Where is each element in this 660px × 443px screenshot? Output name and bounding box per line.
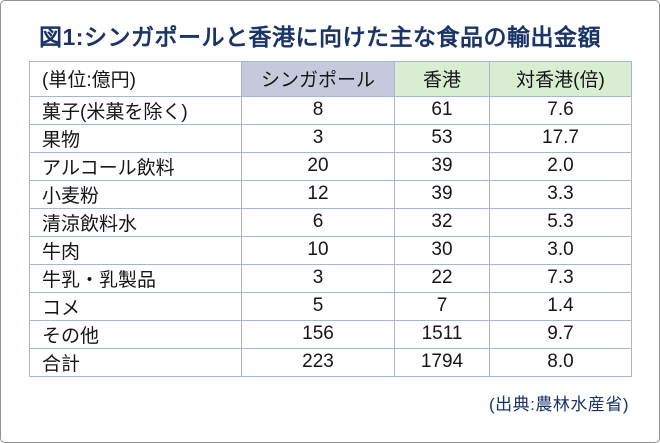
unit-note-header: (単位:億円) [29, 60, 242, 97]
value-ratio: 2.0 [489, 151, 632, 181]
export-value-table: (単位:億円) シンガポール 香港 対香港(倍) 菓子(米菓を除く) 8 61 … [29, 60, 632, 377]
value-singapore: 156 [241, 319, 395, 349]
column-header-hongkong-ratio: 対香港(倍) [489, 60, 632, 97]
row-label: コメ [29, 291, 242, 321]
table-row-confectionery: 菓子(米菓を除く) 8 61 7.6 [29, 95, 632, 125]
row-label: 合計 [29, 347, 242, 377]
table-row-wheat-flour: 小麦粉 12 39 3.3 [29, 179, 632, 209]
value-hongkong: 1511 [394, 319, 490, 349]
value-ratio: 1.4 [489, 291, 632, 321]
value-hongkong: 1794 [394, 347, 490, 377]
table-row-milk-dairy: 牛乳・乳製品 3 22 7.3 [29, 263, 632, 293]
column-header-hongkong: 香港 [394, 60, 490, 97]
row-label: 牛肉 [29, 235, 242, 265]
value-hongkong: 7 [394, 291, 490, 321]
value-ratio: 7.6 [489, 95, 632, 125]
value-ratio: 3.0 [489, 235, 632, 265]
value-ratio: 17.7 [489, 123, 632, 153]
row-label: 清涼飲料水 [29, 207, 242, 237]
table-row-beef: 牛肉 10 30 3.0 [29, 235, 632, 265]
row-label: 菓子(米菓を除く) [29, 95, 242, 125]
value-hongkong: 32 [394, 207, 490, 237]
value-singapore: 3 [241, 123, 395, 153]
table-row-other: その他 156 1511 9.7 [29, 319, 632, 349]
value-hongkong: 53 [394, 123, 490, 153]
row-label: アルコール飲料 [29, 151, 242, 181]
value-ratio: 9.7 [489, 319, 632, 349]
value-ratio: 7.3 [489, 263, 632, 293]
header-row: (単位:億円) シンガポール 香港 対香港(倍) [29, 60, 632, 97]
value-ratio: 8.0 [489, 347, 632, 377]
value-singapore: 12 [241, 179, 395, 209]
value-singapore: 6 [241, 207, 395, 237]
value-singapore: 223 [241, 347, 395, 377]
table-row-rice: コメ 5 7 1.4 [29, 291, 632, 321]
value-hongkong: 22 [394, 263, 490, 293]
value-singapore: 10 [241, 235, 395, 265]
value-hongkong: 39 [394, 151, 490, 181]
value-singapore: 5 [241, 291, 395, 321]
row-label: 小麦粉 [29, 179, 242, 209]
source-note: (出典:農林水産省) [488, 394, 629, 414]
value-singapore: 20 [241, 151, 395, 181]
row-label: 牛乳・乳製品 [29, 263, 242, 293]
value-hongkong: 61 [394, 95, 490, 125]
row-label: その他 [29, 319, 242, 349]
value-ratio: 5.3 [489, 207, 632, 237]
value-hongkong: 39 [394, 179, 490, 209]
value-singapore: 3 [241, 263, 395, 293]
table-row-soft-drinks: 清涼飲料水 6 32 5.3 [29, 207, 632, 237]
column-header-singapore: シンガポール [241, 60, 395, 97]
row-label: 果物 [29, 123, 242, 153]
value-ratio: 3.3 [489, 179, 632, 209]
value-hongkong: 30 [394, 235, 490, 265]
figure-title: 図1:シンガポールと香港に向けた主な食品の輸出金額 [39, 24, 601, 50]
value-singapore: 8 [241, 95, 395, 125]
table-row-total: 合計 223 1794 8.0 [29, 347, 632, 377]
table-row-alcohol: アルコール飲料 20 39 2.0 [29, 151, 632, 181]
table-row-fruit: 果物 3 53 17.7 [29, 123, 632, 153]
